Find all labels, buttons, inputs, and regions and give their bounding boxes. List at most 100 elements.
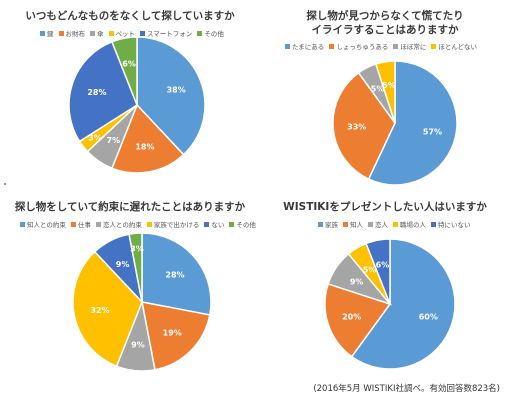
legend-item: その他 <box>197 30 224 39</box>
pie-slice <box>141 301 211 371</box>
legend-item: 知人 <box>343 221 363 230</box>
pie-chart: 60% 20% 9% 5%6% <box>324 238 456 370</box>
data-label: 9% <box>116 260 130 269</box>
legend-label: その他 <box>204 30 224 38</box>
data-label: 5% <box>363 265 377 274</box>
legend-label: ほとんどない <box>438 43 477 51</box>
legend-swatch <box>285 44 290 49</box>
pie-slice <box>128 232 143 303</box>
pie-chart: 57% 33% 5%5% <box>332 60 458 186</box>
legend-swatch <box>20 222 25 227</box>
chart-legend: 鍵 お財布 傘 ペット スマートフォン その他 <box>0 30 260 39</box>
legend-swatch <box>146 222 152 227</box>
legend-item: ペット <box>108 30 136 39</box>
data-label: 3% <box>130 244 144 253</box>
pie-slice <box>141 232 212 316</box>
chart-legend: 知人との約束 仕事 恋人との約束 家族で出かける ない その他 <box>0 221 260 230</box>
data-label: 9% <box>131 341 145 350</box>
chart-title: 探し物をしていて約束に遅れたことはありますか <box>14 201 246 213</box>
pie-slice <box>324 282 392 358</box>
pie-chart: 28%19%9%32%9%3% <box>72 232 212 372</box>
legend-item: スマートフォン <box>140 30 192 39</box>
pie-slice <box>110 103 185 174</box>
legend-label: 職場の人 <box>400 221 426 229</box>
legend-item: お財布 <box>58 30 86 39</box>
legend-label: ペット <box>115 30 136 38</box>
legend-item: 鍵 <box>40 30 54 39</box>
data-label: 32% <box>90 306 109 315</box>
pie-slice <box>350 238 456 370</box>
pie-slice <box>365 238 391 305</box>
legend-label: ほぼ常に <box>400 43 427 51</box>
pie-slice <box>72 250 143 368</box>
data-label: 5% <box>382 81 396 90</box>
data-label: 60% <box>419 312 438 321</box>
data-label: 20% <box>342 312 361 321</box>
source-note: (2016年5月 WISTIKI社調べ。有効回答数823名) <box>313 384 500 394</box>
page-marker <box>4 183 6 185</box>
legend-item: 恋人 <box>368 221 388 230</box>
data-label: 38% <box>167 85 186 94</box>
chart-panel-gift: WISTIKIをプレゼントしたい人はいますか 家族 知人 恋人 職場の人 特にいない 6… <box>260 195 510 400</box>
data-label: 7% <box>107 136 121 145</box>
data-label: 28% <box>87 88 106 97</box>
pie-slice <box>374 60 396 124</box>
data-label: 57% <box>423 127 442 136</box>
chart-panel-lost-items: いつもどんなものをなくして探していますか 鍵お財布傘ペット スマートフォン その他 … <box>0 0 260 195</box>
chart-panel-late-appointments: 探し物をしていて約束に遅れたことはありますか 知人との約束 仕事 恋人との約束 家族で… <box>0 195 260 400</box>
legend-item: たまにある <box>285 43 324 52</box>
legend-label: 恋人との約束 <box>102 221 142 229</box>
legend-label: その他 <box>236 221 256 229</box>
data-label: 18% <box>135 142 154 151</box>
pie-slice <box>136 36 206 156</box>
legend-label: 知人との約束 <box>27 221 66 229</box>
legend-item: しょっちゅうある <box>329 43 388 52</box>
legend-item: ない <box>204 221 224 230</box>
legend-swatch <box>40 31 45 36</box>
legend-swatch <box>95 222 101 227</box>
legend-swatch <box>70 222 76 227</box>
legend-item: 家族 <box>318 221 338 230</box>
legend-label: 鍵 <box>47 30 54 38</box>
legend-label: お財布 <box>65 30 86 38</box>
chart-title: いつもどんなものをなくして探していますか <box>25 10 235 22</box>
legend-label: 家族 <box>325 221 338 229</box>
legend-label: 仕事 <box>77 221 91 229</box>
legend-label: 恋人 <box>375 221 388 229</box>
legend-item: ほぼ常に <box>393 43 426 52</box>
chart-title: WISTIKIをプレゼントしたい人はいますか <box>283 201 487 213</box>
pie-slice <box>332 71 396 181</box>
data-label: 19% <box>163 328 182 337</box>
legend-swatch <box>197 31 203 36</box>
legend-label: 傘 <box>97 30 104 38</box>
legend-item: 特にいない <box>431 221 471 230</box>
pie-chart: 38% 18% 7% 3% 28% 6% <box>68 36 206 174</box>
legend-swatch <box>431 44 437 49</box>
legend-item: 傘 <box>90 30 104 39</box>
pie-slice <box>110 36 138 106</box>
legend-label: 家族で出かける <box>153 221 200 229</box>
legend-swatch <box>90 31 95 36</box>
legend-swatch <box>343 222 348 227</box>
legend-item: 恋人との約束 <box>95 221 142 230</box>
legend-swatch <box>229 222 235 227</box>
legend-swatch <box>140 31 145 36</box>
chart-legend: たまにある しょっちゅうある ほぼ常に ほとんどない <box>260 43 510 52</box>
legend-label: スマートフォン <box>147 30 193 38</box>
data-label: 6% <box>376 260 390 269</box>
legend-item: 仕事 <box>70 221 91 230</box>
legend-item: 職場の人 <box>393 221 426 230</box>
pie-slice <box>68 40 138 143</box>
legend-swatch <box>368 222 373 227</box>
chart-legend: 家族 知人 恋人 職場の人 特にいない <box>260 221 510 230</box>
data-label: 6% <box>122 60 136 69</box>
legend-item: ほとんどない <box>431 43 477 52</box>
legend-swatch <box>108 31 114 36</box>
legend-item: 家族で出かける <box>146 221 200 230</box>
legend-item: その他 <box>229 221 256 230</box>
pie-slice <box>367 60 458 186</box>
legend-label: しょっちゅうある <box>336 43 389 51</box>
data-label: 33% <box>347 123 366 132</box>
chart-title: 探し物が見つからなくて慌てたり イライラすることはありますか <box>306 10 464 36</box>
legend-swatch <box>58 31 64 36</box>
